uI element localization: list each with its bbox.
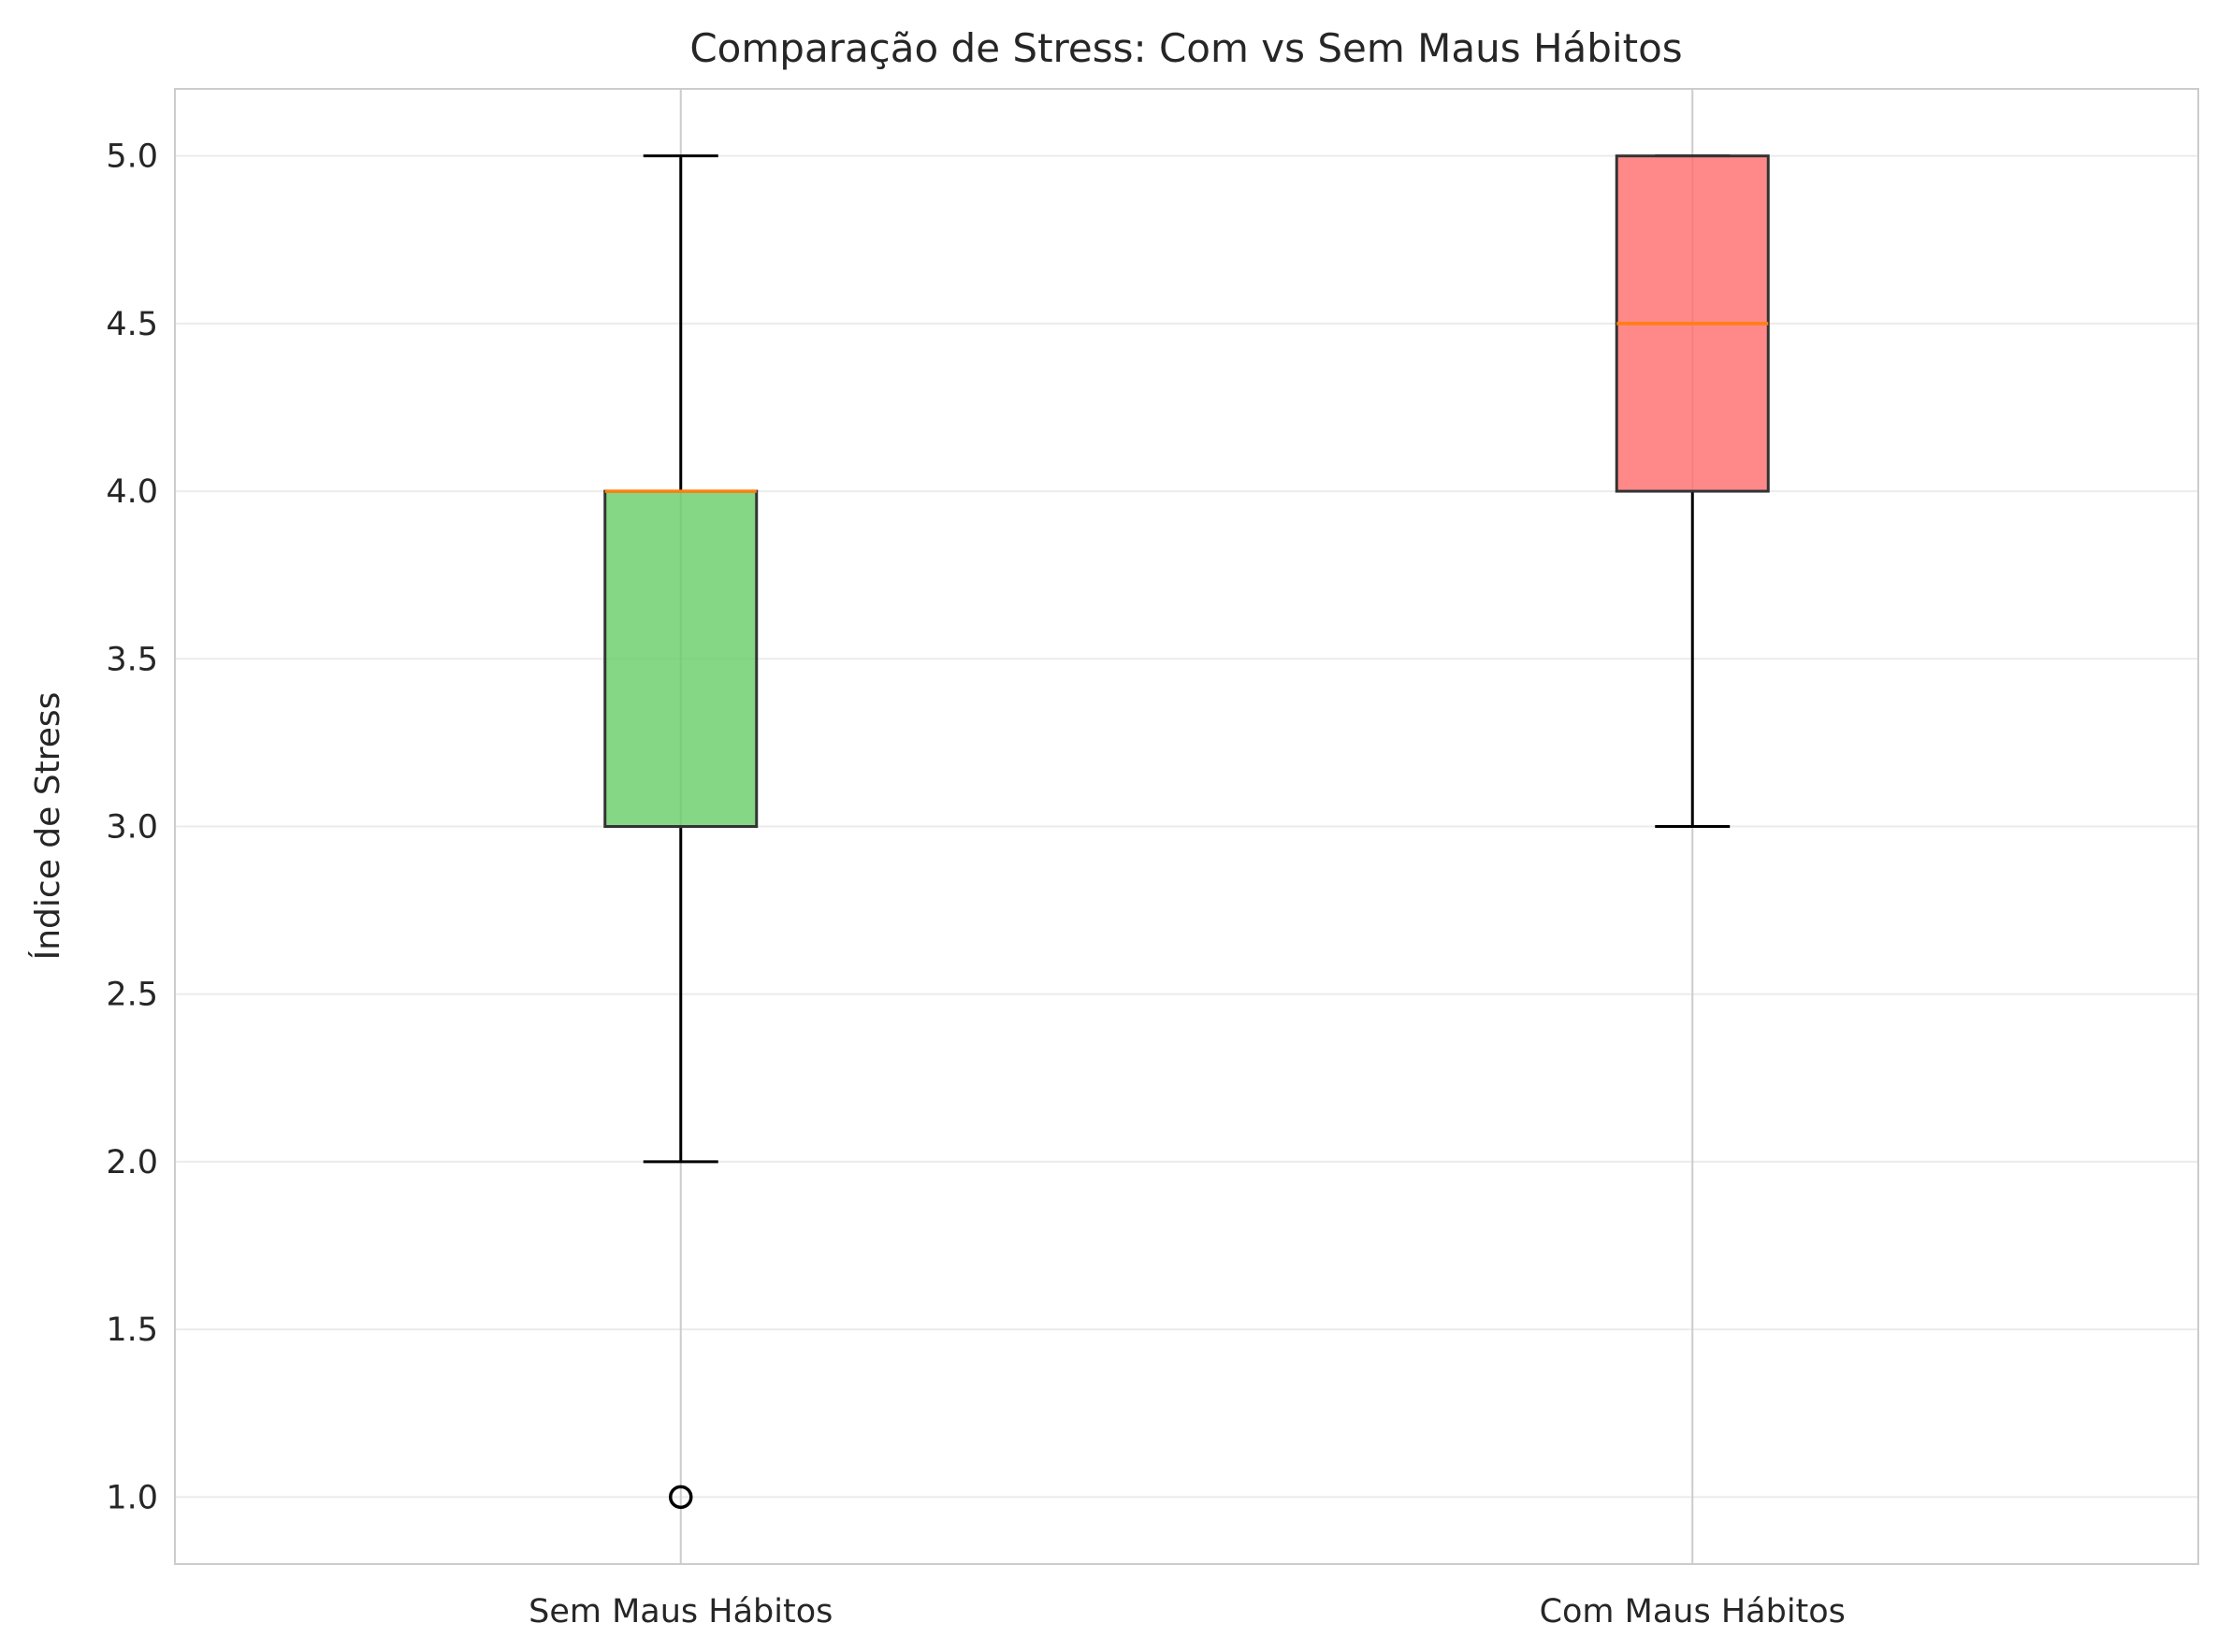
outlier-point [669, 1485, 693, 1510]
x-tick-labels: Sem Maus Hábitos Com Maus Hábitos [529, 1593, 1846, 1630]
x-tick-label: Sem Maus Hábitos [529, 1593, 833, 1630]
y-tick-label: 5.0 [106, 138, 158, 176]
y-tick-label: 1.0 [106, 1479, 158, 1516]
chart-title: Comparação de Stress: Com vs Sem Maus Há… [689, 25, 1682, 71]
box-2 [1615, 154, 1770, 828]
iqr-box [603, 489, 759, 828]
y-tick-label: 4.0 [106, 473, 158, 511]
y-tick-label: 1.5 [106, 1311, 158, 1349]
x-tick-label: Com Maus Hábitos [1540, 1593, 1846, 1630]
y-tick-labels: 1.0 1.5 2.0 2.5 3.0 3.5 4.0 4.5 5.0 [106, 138, 158, 1517]
box-1 [603, 154, 759, 1510]
y-tick-label: 3.5 [106, 641, 158, 678]
y-axis-label: Índice de Stress [28, 692, 67, 961]
y-tick-label: 3.0 [106, 809, 158, 847]
y-tick-label: 2.5 [106, 977, 158, 1014]
y-tick-label: 2.0 [106, 1144, 158, 1181]
box-group [603, 154, 1770, 1510]
plot-frame [174, 88, 2199, 1565]
y-tick-label: 4.5 [106, 306, 158, 343]
